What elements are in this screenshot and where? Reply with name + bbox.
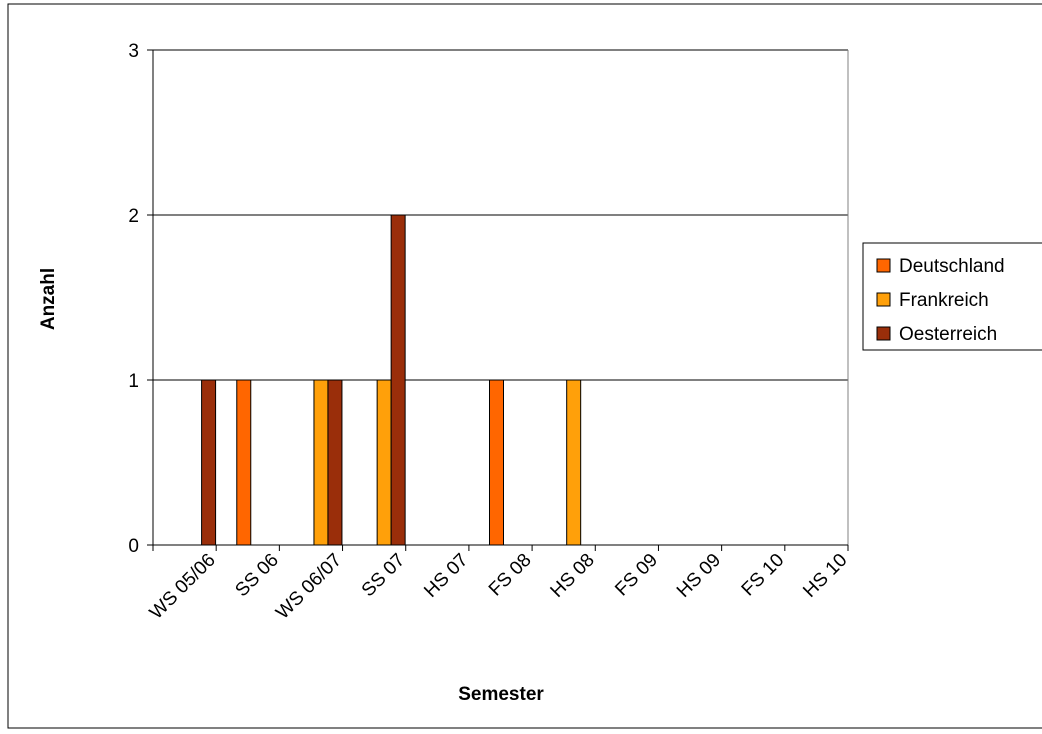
bar-frankreich <box>376 379 392 546</box>
x-axis-title: Semester <box>458 684 544 705</box>
bar-oesterreich <box>327 379 343 546</box>
y-tick-label: 1 <box>128 371 139 392</box>
bar-frankreich <box>566 379 582 546</box>
legend-label-oesterreich: Oesterreich <box>899 324 997 345</box>
legend-swatch-frankreich <box>876 292 891 307</box>
chart-frame <box>7 3 1042 729</box>
bar-deutschland <box>236 379 252 546</box>
legend: Deutschland Frankreich Oesterreich <box>862 242 1042 351</box>
y-tick-label: 2 <box>128 206 139 227</box>
bar-oesterreich <box>201 379 217 546</box>
legend-box <box>862 242 1042 351</box>
y-tick-label: 0 <box>128 536 139 557</box>
bar-deutschland <box>489 379 504 546</box>
bar-layer <box>201 214 582 546</box>
y-tick-label: 3 <box>128 41 139 62</box>
bar-oesterreich <box>390 214 406 546</box>
legend-swatch-deutschland <box>876 258 891 273</box>
legend-label-frankreich: Frankreich <box>899 290 989 311</box>
y-axis-title: Anzahl <box>38 268 59 330</box>
bar-frankreich <box>313 379 329 546</box>
legend-label-deutschland: Deutschland <box>899 256 1005 277</box>
legend-swatch-oesterreich <box>876 326 891 341</box>
